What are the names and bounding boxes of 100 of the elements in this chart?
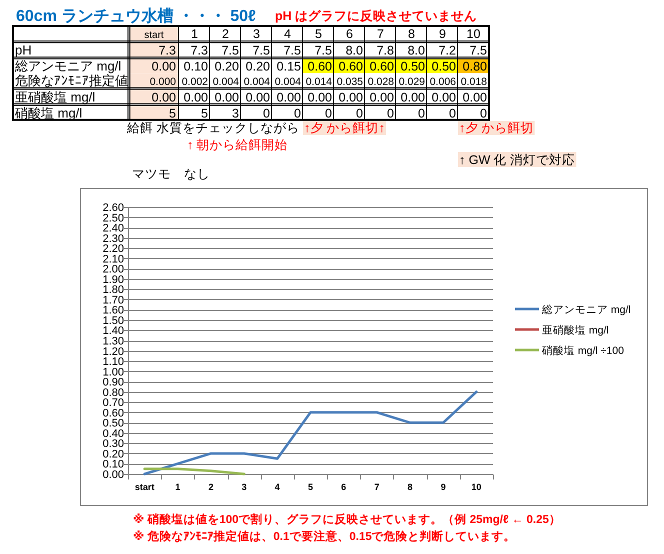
y-tick-label: 2.00 [102,264,124,276]
data-label: 7.5 [252,44,270,58]
data-label: 7.2 [438,44,456,58]
data-label: 0.50 [400,60,426,74]
data-label: 0.00 [370,90,394,104]
y-tick-label: 0.40 [102,428,124,440]
note: ↑ 朝から給餌開始 [187,138,288,152]
data-label: 0.00 [308,90,332,104]
data-label: 0.00 [184,90,208,104]
data-label: 7.5 [470,44,488,58]
note: ↑夕 から餌切↑ [303,121,386,135]
x-tick-label: 10 [466,27,480,41]
data-label: 0.60 [308,60,332,74]
data-label: 0.004 [212,76,240,88]
data-label: 0.60 [370,60,394,74]
y-tick-label: 1.40 [102,325,124,338]
legend-label: 亜硝酸塩 mg/l [542,324,609,336]
y-tick-label: 1.30 [102,336,124,348]
x-tick-label: start [134,482,154,492]
data-label: 0.028 [368,76,394,88]
data-label: 0.00 [276,90,302,104]
x-tick-label: 3 [253,27,260,41]
y-tick-label: 0.00 [102,469,124,481]
x-tick-label: 1 [191,27,198,41]
data-label: 0.00 [246,90,270,104]
data-label: 0.000 [150,76,176,88]
legend-label: 総アンモニア mg/l [541,304,631,316]
data-label: 7.5 [284,44,302,58]
x-tick-label: 8 [408,27,416,41]
x-tick-label: 6 [346,27,354,41]
y-tick-label: 2.60 [102,202,124,214]
data-label: 7.8 [376,44,394,58]
x-tick-label: 1 [175,482,180,492]
data-label: 0 [294,106,302,120]
y-tick-label: 2.20 [102,243,124,256]
y-tick-label: 総アンモニア mg/l [14,58,122,74]
note: マツモ なし [132,167,210,181]
x-tick-label: 7 [377,27,384,41]
y-tick-label: 0.70 [102,397,124,410]
note: ↑夕 から餌切 [458,121,535,135]
data-label: 0 [387,106,394,120]
note: 給餌 水質をチェックしながら [127,121,300,135]
y-tick-label: 1.90 [102,274,124,286]
data-label: 0.50 [432,60,456,74]
y-tick-label: 危険なｱﾝﾓﾆｱ推定値 [15,73,128,88]
x-tick-label: 7 [374,482,380,492]
data-label: 0 [325,106,332,120]
y-tick-label: 0.50 [102,418,124,430]
x-tick-label: 9 [440,482,446,492]
x-tick-label: 5 [308,482,314,492]
data-label: 0.15 [276,60,302,74]
data-label: 0.014 [306,76,332,88]
note: ↑ GW 化 消灯で対応 [458,152,576,167]
data-label: 0 [263,106,270,120]
data-label: 0.60 [338,60,364,74]
data-label: 0.10 [184,60,208,74]
data-label: 0 [449,106,456,120]
data-label: 7.3 [158,44,176,58]
data-label: 0.00 [432,90,456,104]
data-label: 5 [169,106,176,120]
data-label: 0.80 [462,60,488,74]
data-label: 0.20 [214,60,240,74]
y-tick-label: 1.80 [102,284,124,296]
x-tick-label: start [144,30,164,41]
y-tick-label: 硝酸塩 mg/l [14,105,82,120]
y-tick-label: 1.60 [102,304,124,317]
data-label: 3 [232,106,240,120]
data-label: 0.004 [274,76,302,88]
data-label: 0.002 [182,76,208,88]
chart-title: 60cm ランチュウ水槽 ・・・ 50ℓ [16,7,256,25]
y-tick-label: 1.10 [102,356,124,368]
y-tick-label: 1.50 [102,314,124,327]
legend-label: 硝酸塩 mg/l ÷100 [541,344,624,357]
y-tick-label: 亜硝酸塩 mg/l [15,89,96,104]
data-label: 0.035 [336,76,364,88]
y-tick-label: pH [15,42,32,58]
note: pH はグラフに反映させていません [275,9,478,23]
data-label: 0.00 [462,90,488,104]
data-label: 0.006 [430,76,456,88]
y-tick-label: 2.10 [102,253,124,266]
data-label: 0.00 [400,90,426,104]
x-tick-label: 3 [242,482,247,492]
data-label: 0.20 [246,60,270,74]
y-tick-label: 2.40 [102,222,124,235]
y-tick-label: 1.70 [102,294,124,306]
x-tick-label: 9 [439,27,446,41]
data-label: 7.5 [314,44,332,58]
data-label: 0 [356,106,364,120]
x-tick-label: 5 [315,27,322,41]
y-tick-label: 0.10 [102,458,124,471]
data-label: 0 [480,106,488,120]
y-tick-label: 1.20 [102,346,124,358]
data-label: 0.00 [152,60,176,74]
data-label: 8.0 [408,44,426,58]
x-tick-label: 4 [284,27,292,41]
data-label: 5 [201,106,208,120]
data-label: 0 [418,106,426,120]
data-label: 0.018 [460,76,488,88]
x-tick-label: 6 [341,482,346,492]
x-tick-label: 10 [471,482,482,492]
